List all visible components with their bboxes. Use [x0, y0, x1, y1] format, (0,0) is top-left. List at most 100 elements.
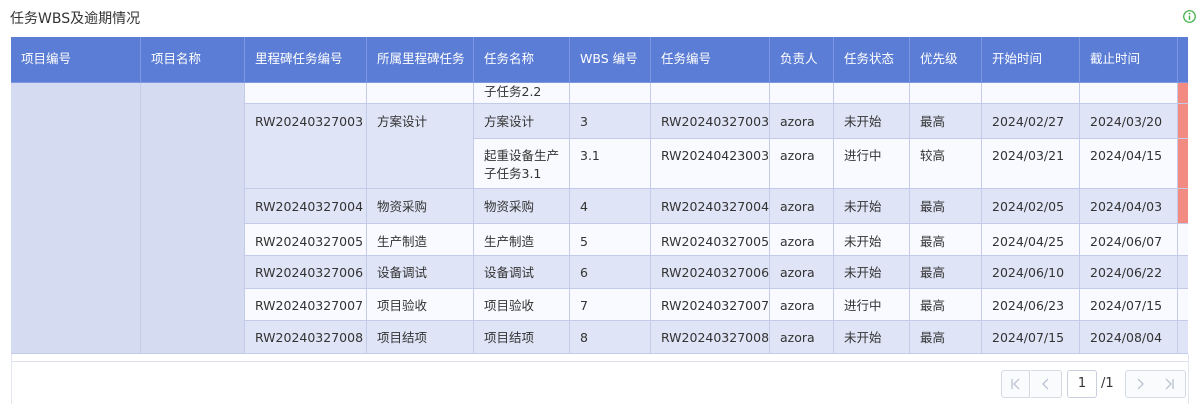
next-page-button[interactable]: [1125, 370, 1156, 398]
border: [1188, 354, 1189, 404]
cell: 方案设计: [367, 104, 474, 189]
last-page-button[interactable]: [1155, 370, 1186, 398]
page-input[interactable]: 1: [1067, 370, 1097, 398]
cell: 最高: [910, 256, 982, 289]
column-header[interactable]: 任务编号: [651, 37, 770, 83]
cell: 2024/04/25: [982, 224, 1080, 256]
column-header[interactable]: 优先级: [910, 37, 982, 83]
cell: 2024/07/15: [1080, 289, 1178, 321]
cell: 项目结项: [474, 321, 570, 354]
cell: azora: [770, 224, 834, 256]
cell: 最高: [910, 321, 982, 354]
cell: RW20240327008: [651, 321, 770, 354]
column-header: [1178, 37, 1188, 83]
column-header[interactable]: 里程碑任务编号: [245, 37, 367, 83]
cell: 进行中: [834, 289, 910, 321]
cell: 7: [570, 289, 651, 321]
cell: 2024/06/22: [1080, 256, 1178, 289]
cell: 未开始: [834, 189, 910, 224]
overdue-flag: [1178, 139, 1188, 189]
cell: azora: [770, 189, 834, 224]
cell: 3: [570, 104, 651, 139]
cell: RW20240327005: [245, 224, 367, 256]
column-header[interactable]: 任务名称: [474, 37, 570, 83]
cell: 5: [570, 224, 651, 256]
cell: 设备调试: [367, 256, 474, 289]
cell: 最高: [910, 224, 982, 256]
cell: 2024/02/27: [982, 104, 1080, 139]
cell: 6: [570, 256, 651, 289]
cell: 较高: [910, 139, 982, 189]
border: [11, 354, 12, 404]
overdue-flag: [1178, 321, 1188, 354]
cell: 起重设备生产子任务3.1: [474, 139, 570, 189]
cell: 最高: [910, 289, 982, 321]
cell: RW20240327008: [245, 321, 367, 354]
info-icon[interactable]: [1183, 10, 1196, 23]
cell: [1080, 83, 1178, 104]
cell: 未开始: [834, 321, 910, 354]
cell: [770, 83, 834, 104]
prev-page-button[interactable]: [1031, 370, 1062, 398]
first-page-button[interactable]: [1001, 370, 1030, 398]
column-header[interactable]: 所属里程碑任务: [367, 37, 474, 83]
cell: 2024/04/03: [1080, 189, 1178, 224]
overdue-flag: [1178, 104, 1188, 139]
cell: RW20240327003: [245, 104, 367, 189]
column-header[interactable]: 项目名称: [141, 37, 245, 83]
cell: [651, 83, 770, 104]
column-header[interactable]: 任务状态: [834, 37, 910, 83]
cell: 项目验收: [367, 289, 474, 321]
page-total: /1: [1101, 376, 1114, 391]
cell: azora: [770, 321, 834, 354]
cell: RW20240327006: [245, 256, 367, 289]
cell: 子任务2.2: [474, 83, 570, 104]
cell: RW20240327005: [651, 224, 770, 256]
column-header[interactable]: WBS 编号: [570, 37, 651, 83]
column-header[interactable]: 开始时间: [982, 37, 1080, 83]
cell: 物资采购: [474, 189, 570, 224]
cell: 2024/07/15: [982, 321, 1080, 354]
cell: azora: [770, 289, 834, 321]
cell: [982, 83, 1080, 104]
cell: azora: [770, 104, 834, 139]
cell: [834, 83, 910, 104]
cell: 方案设计: [474, 104, 570, 139]
cell: 进行中: [834, 139, 910, 189]
cell: 项目验收: [474, 289, 570, 321]
cell: azora: [770, 139, 834, 189]
cell: 2024/06/07: [1080, 224, 1178, 256]
column-header[interactable]: 截止时间: [1080, 37, 1178, 83]
overdue-flag: [1178, 256, 1188, 289]
overdue-flag: [1178, 83, 1188, 104]
cell: RW20240327004: [651, 189, 770, 224]
overdue-flag: [1178, 224, 1188, 256]
cell: 设备调试: [474, 256, 570, 289]
cell: 2024/06/23: [982, 289, 1080, 321]
cell: 2024/04/15: [1080, 139, 1178, 189]
cell: 最高: [910, 189, 982, 224]
cell: RW20240327003: [651, 104, 770, 139]
panel-title: 任务WBS及逾期情况: [10, 11, 141, 27]
cell: RW20240327007: [651, 289, 770, 321]
cell: [367, 83, 474, 104]
cell: [11, 83, 141, 354]
cell: RW20240327006: [651, 256, 770, 289]
overdue-flag: [1178, 289, 1188, 321]
data-table: 项目编号 项目名称 里程碑任务编号 所属里程碑任务 任务名称 WBS 编号 任务编号 负责人任…: [11, 37, 1188, 354]
cell: 未开始: [834, 104, 910, 139]
cell: 4: [570, 189, 651, 224]
cell: [570, 83, 651, 104]
cell: [910, 83, 982, 104]
column-header[interactable]: 项目编号: [11, 37, 141, 83]
divider: [11, 361, 1188, 362]
cell: 8: [570, 321, 651, 354]
column-header[interactable]: 负责人: [770, 37, 834, 83]
cell: 生产制造: [474, 224, 570, 256]
cell: 2024/03/20: [1080, 104, 1178, 139]
cell: 未开始: [834, 224, 910, 256]
cell: 2024/08/04: [1080, 321, 1178, 354]
cell: 生产制造: [367, 224, 474, 256]
cell: [141, 83, 245, 354]
